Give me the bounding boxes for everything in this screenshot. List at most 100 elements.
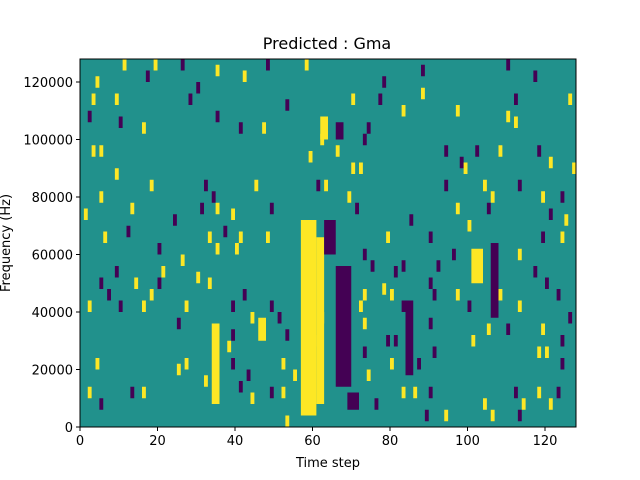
heatmap-cell-negative bbox=[211, 191, 216, 203]
heatmap-cell-negative bbox=[560, 191, 565, 203]
y-tick-label: 80000 bbox=[32, 191, 73, 206]
heatmap-cell-positive bbox=[130, 202, 135, 215]
heatmap-cell-negative bbox=[157, 277, 162, 289]
x-tick-label: 60 bbox=[304, 434, 321, 449]
heatmap-cell-negative bbox=[370, 260, 375, 272]
heatmap-cell-positive bbox=[83, 208, 88, 220]
heatmap-region-positive bbox=[320, 116, 328, 140]
x-tick-label: 120 bbox=[533, 434, 558, 449]
heatmap-cell-negative bbox=[107, 289, 111, 301]
heatmap-cell-negative bbox=[428, 386, 433, 399]
heatmap-region-positive bbox=[471, 248, 483, 284]
heatmap-cell-negative bbox=[285, 99, 290, 111]
heatmap-cell-negative bbox=[362, 346, 367, 358]
y-tick-label: 100000 bbox=[23, 134, 73, 149]
heatmap-cell-negative bbox=[269, 386, 274, 399]
heatmap-cell-negative bbox=[533, 70, 538, 82]
heatmap-cell-negative bbox=[223, 225, 228, 238]
heatmap-cell-positive bbox=[366, 369, 371, 381]
y-axis: 0 20000 40000 60000 80000 100000 120000 bbox=[23, 76, 80, 436]
heatmap-cell-negative bbox=[560, 358, 565, 370]
heatmap-region-negative bbox=[490, 243, 499, 318]
heatmap-cell-positive bbox=[281, 358, 286, 370]
heatmap-cell-positive bbox=[548, 398, 553, 410]
heatmap-cell-negative bbox=[285, 329, 290, 341]
heatmap-cell-positive bbox=[514, 116, 518, 128]
heatmap-cell-positive bbox=[560, 231, 565, 243]
heatmap-region-negative bbox=[347, 392, 359, 410]
heatmap-cell-negative bbox=[362, 248, 367, 261]
heatmap-cell-positive bbox=[490, 409, 495, 422]
heatmap-cell-positive bbox=[455, 105, 460, 117]
heatmap-cell-positive bbox=[266, 231, 270, 243]
heatmap-cell-negative bbox=[362, 133, 367, 146]
heatmap-cell-negative bbox=[200, 202, 204, 215]
heatmap-cell-negative bbox=[541, 231, 545, 243]
heatmap-cell-positive bbox=[517, 300, 522, 312]
heatmap-cell-positive bbox=[103, 231, 108, 243]
heatmap-cell-positive bbox=[390, 358, 394, 370]
heatmap-cell-negative bbox=[188, 93, 193, 105]
heatmap-cell-negative bbox=[548, 208, 553, 220]
heatmap-cell-positive bbox=[238, 231, 243, 243]
heatmap-cell-negative bbox=[118, 116, 123, 128]
heatmap-cell-positive bbox=[568, 93, 573, 105]
heatmap-cell-positive bbox=[161, 266, 166, 278]
heatmap-cell-positive bbox=[196, 271, 201, 284]
heatmap-cell-positive bbox=[490, 191, 495, 203]
heatmap-cell-negative bbox=[386, 335, 390, 347]
heatmap-cell-negative bbox=[231, 358, 235, 370]
heatmap-cell-positive bbox=[235, 243, 239, 255]
heatmap-cell-negative bbox=[514, 93, 518, 105]
heatmap-cell-negative bbox=[506, 59, 511, 71]
heatmap-cell-positive bbox=[254, 179, 259, 192]
heatmap-cell-positive bbox=[483, 179, 487, 192]
heatmap-cell-negative bbox=[444, 145, 449, 157]
heatmap-cell-positive bbox=[320, 312, 325, 324]
heatmap-cell-positive bbox=[390, 289, 394, 301]
heatmap-cell-negative bbox=[417, 358, 421, 370]
heatmap-cell-positive bbox=[362, 289, 367, 301]
heatmap-cell-positive bbox=[421, 87, 425, 100]
heatmap-cell-positive bbox=[351, 93, 356, 105]
heatmap-cell-negative bbox=[560, 335, 565, 347]
heatmap-cell-positive bbox=[207, 277, 212, 289]
heatmap-cell-positive bbox=[215, 64, 220, 77]
heatmap-cell-positive bbox=[471, 335, 476, 347]
y-tick-label: 60000 bbox=[32, 249, 73, 264]
heatmap-cell-negative bbox=[176, 317, 181, 330]
heatmap-cell-negative bbox=[157, 243, 162, 255]
heatmap-cell-positive bbox=[180, 254, 185, 266]
heatmap-cell-positive bbox=[483, 398, 487, 410]
heatmap-cell-positive bbox=[281, 386, 286, 399]
y-axis-label: Frequency (Hz) bbox=[0, 194, 14, 292]
heatmap-cell-positive bbox=[572, 162, 576, 174]
plot-area bbox=[80, 59, 580, 427]
heatmap-region-positive bbox=[211, 323, 220, 404]
heatmap-cell-positive bbox=[467, 220, 472, 232]
heatmap-cell-negative bbox=[537, 145, 542, 157]
heatmap-cell-positive bbox=[293, 369, 297, 381]
heatmap-cell-positive bbox=[250, 312, 255, 324]
heatmap-cell-negative bbox=[576, 122, 580, 134]
heatmap-cell-positive bbox=[351, 162, 356, 174]
heatmap-cell-negative bbox=[204, 179, 208, 192]
heatmap-cell-negative bbox=[266, 59, 270, 71]
heatmap-cell-positive bbox=[455, 289, 460, 301]
heatmap-cell-positive bbox=[335, 145, 340, 157]
x-tick-label: 20 bbox=[149, 434, 166, 449]
heatmap-cell-positive bbox=[401, 386, 406, 399]
heatmap-cell-negative bbox=[114, 266, 119, 278]
heatmap-cell-negative bbox=[467, 300, 472, 312]
heatmap-cell-positive bbox=[153, 59, 158, 71]
heatmap-cell-negative bbox=[436, 260, 441, 272]
chart-title: Predicted : Gma bbox=[263, 34, 391, 53]
heatmap-cell-positive bbox=[285, 415, 290, 427]
heatmap-cell-negative bbox=[409, 214, 414, 226]
heatmap-cell-positive bbox=[231, 208, 235, 220]
heatmap-cell-positive bbox=[114, 93, 119, 105]
heatmap-region-negative bbox=[335, 122, 344, 140]
heatmap-cell-negative bbox=[393, 266, 398, 278]
heatmap-cell-negative bbox=[506, 323, 511, 335]
x-tick-label: 40 bbox=[227, 434, 244, 449]
